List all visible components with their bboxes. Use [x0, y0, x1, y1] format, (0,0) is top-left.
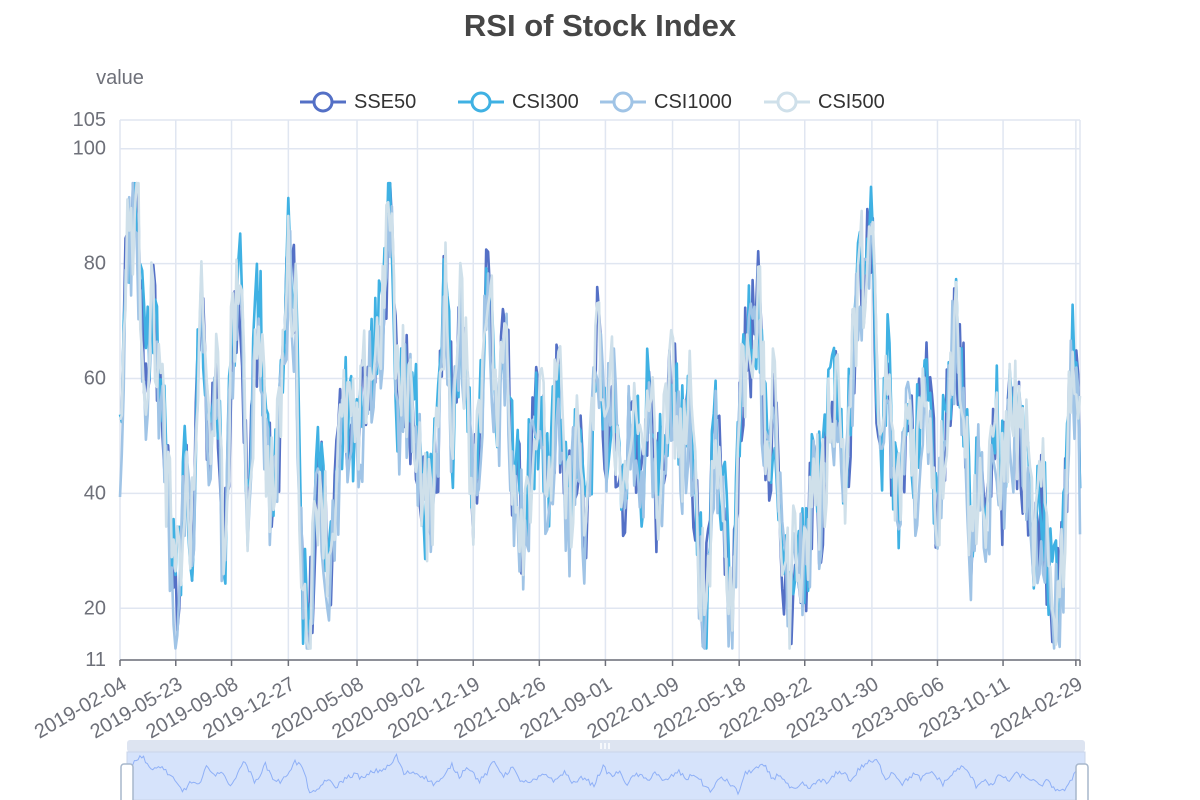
legend-marker — [470, 91, 492, 113]
zoom-move-handle[interactable] — [127, 740, 1085, 752]
y-tick-label: 40 — [84, 482, 106, 504]
y-axis-name: value — [96, 67, 144, 89]
y-tick-label: 100 — [73, 138, 106, 160]
legend-marker — [312, 91, 334, 113]
legend-marker — [612, 91, 634, 113]
legend-label: CSI1000 — [654, 91, 732, 113]
y-tick-label: 11 — [85, 649, 106, 671]
series-line-csi500 — [118, 181, 1082, 650]
y-tick-label: 20 — [84, 597, 106, 619]
zoom-right-handle[interactable] — [1075, 763, 1089, 800]
legend-item-csi300[interactable]: CSI300 — [458, 91, 579, 113]
legend-item-csi1000[interactable]: CSI1000 — [600, 91, 732, 113]
legend-marker — [776, 91, 798, 113]
series-lines — [118, 181, 1082, 650]
legend[interactable]: SSE50 CSI300 CSI1000 CSI500 — [300, 91, 885, 113]
y-tick-label: 80 — [84, 253, 106, 275]
y-tick-label: 105 — [73, 109, 106, 131]
zoom-track[interactable] — [126, 751, 1086, 800]
chart-title: RSI of Stock Index — [463, 8, 737, 43]
legend-label: SSE50 — [354, 91, 416, 113]
y-tick-label: 60 — [84, 368, 106, 390]
zoom-preview-line — [126, 752, 1086, 796]
data-zoom-slider[interactable] — [120, 740, 1089, 800]
legend-item-csi500[interactable]: CSI500 — [764, 91, 885, 113]
legend-label: CSI300 — [512, 91, 579, 113]
legend-item-sse50[interactable]: SSE50 — [300, 91, 416, 113]
zoom-left-handle[interactable] — [120, 763, 134, 800]
legend-label: CSI500 — [818, 91, 885, 113]
